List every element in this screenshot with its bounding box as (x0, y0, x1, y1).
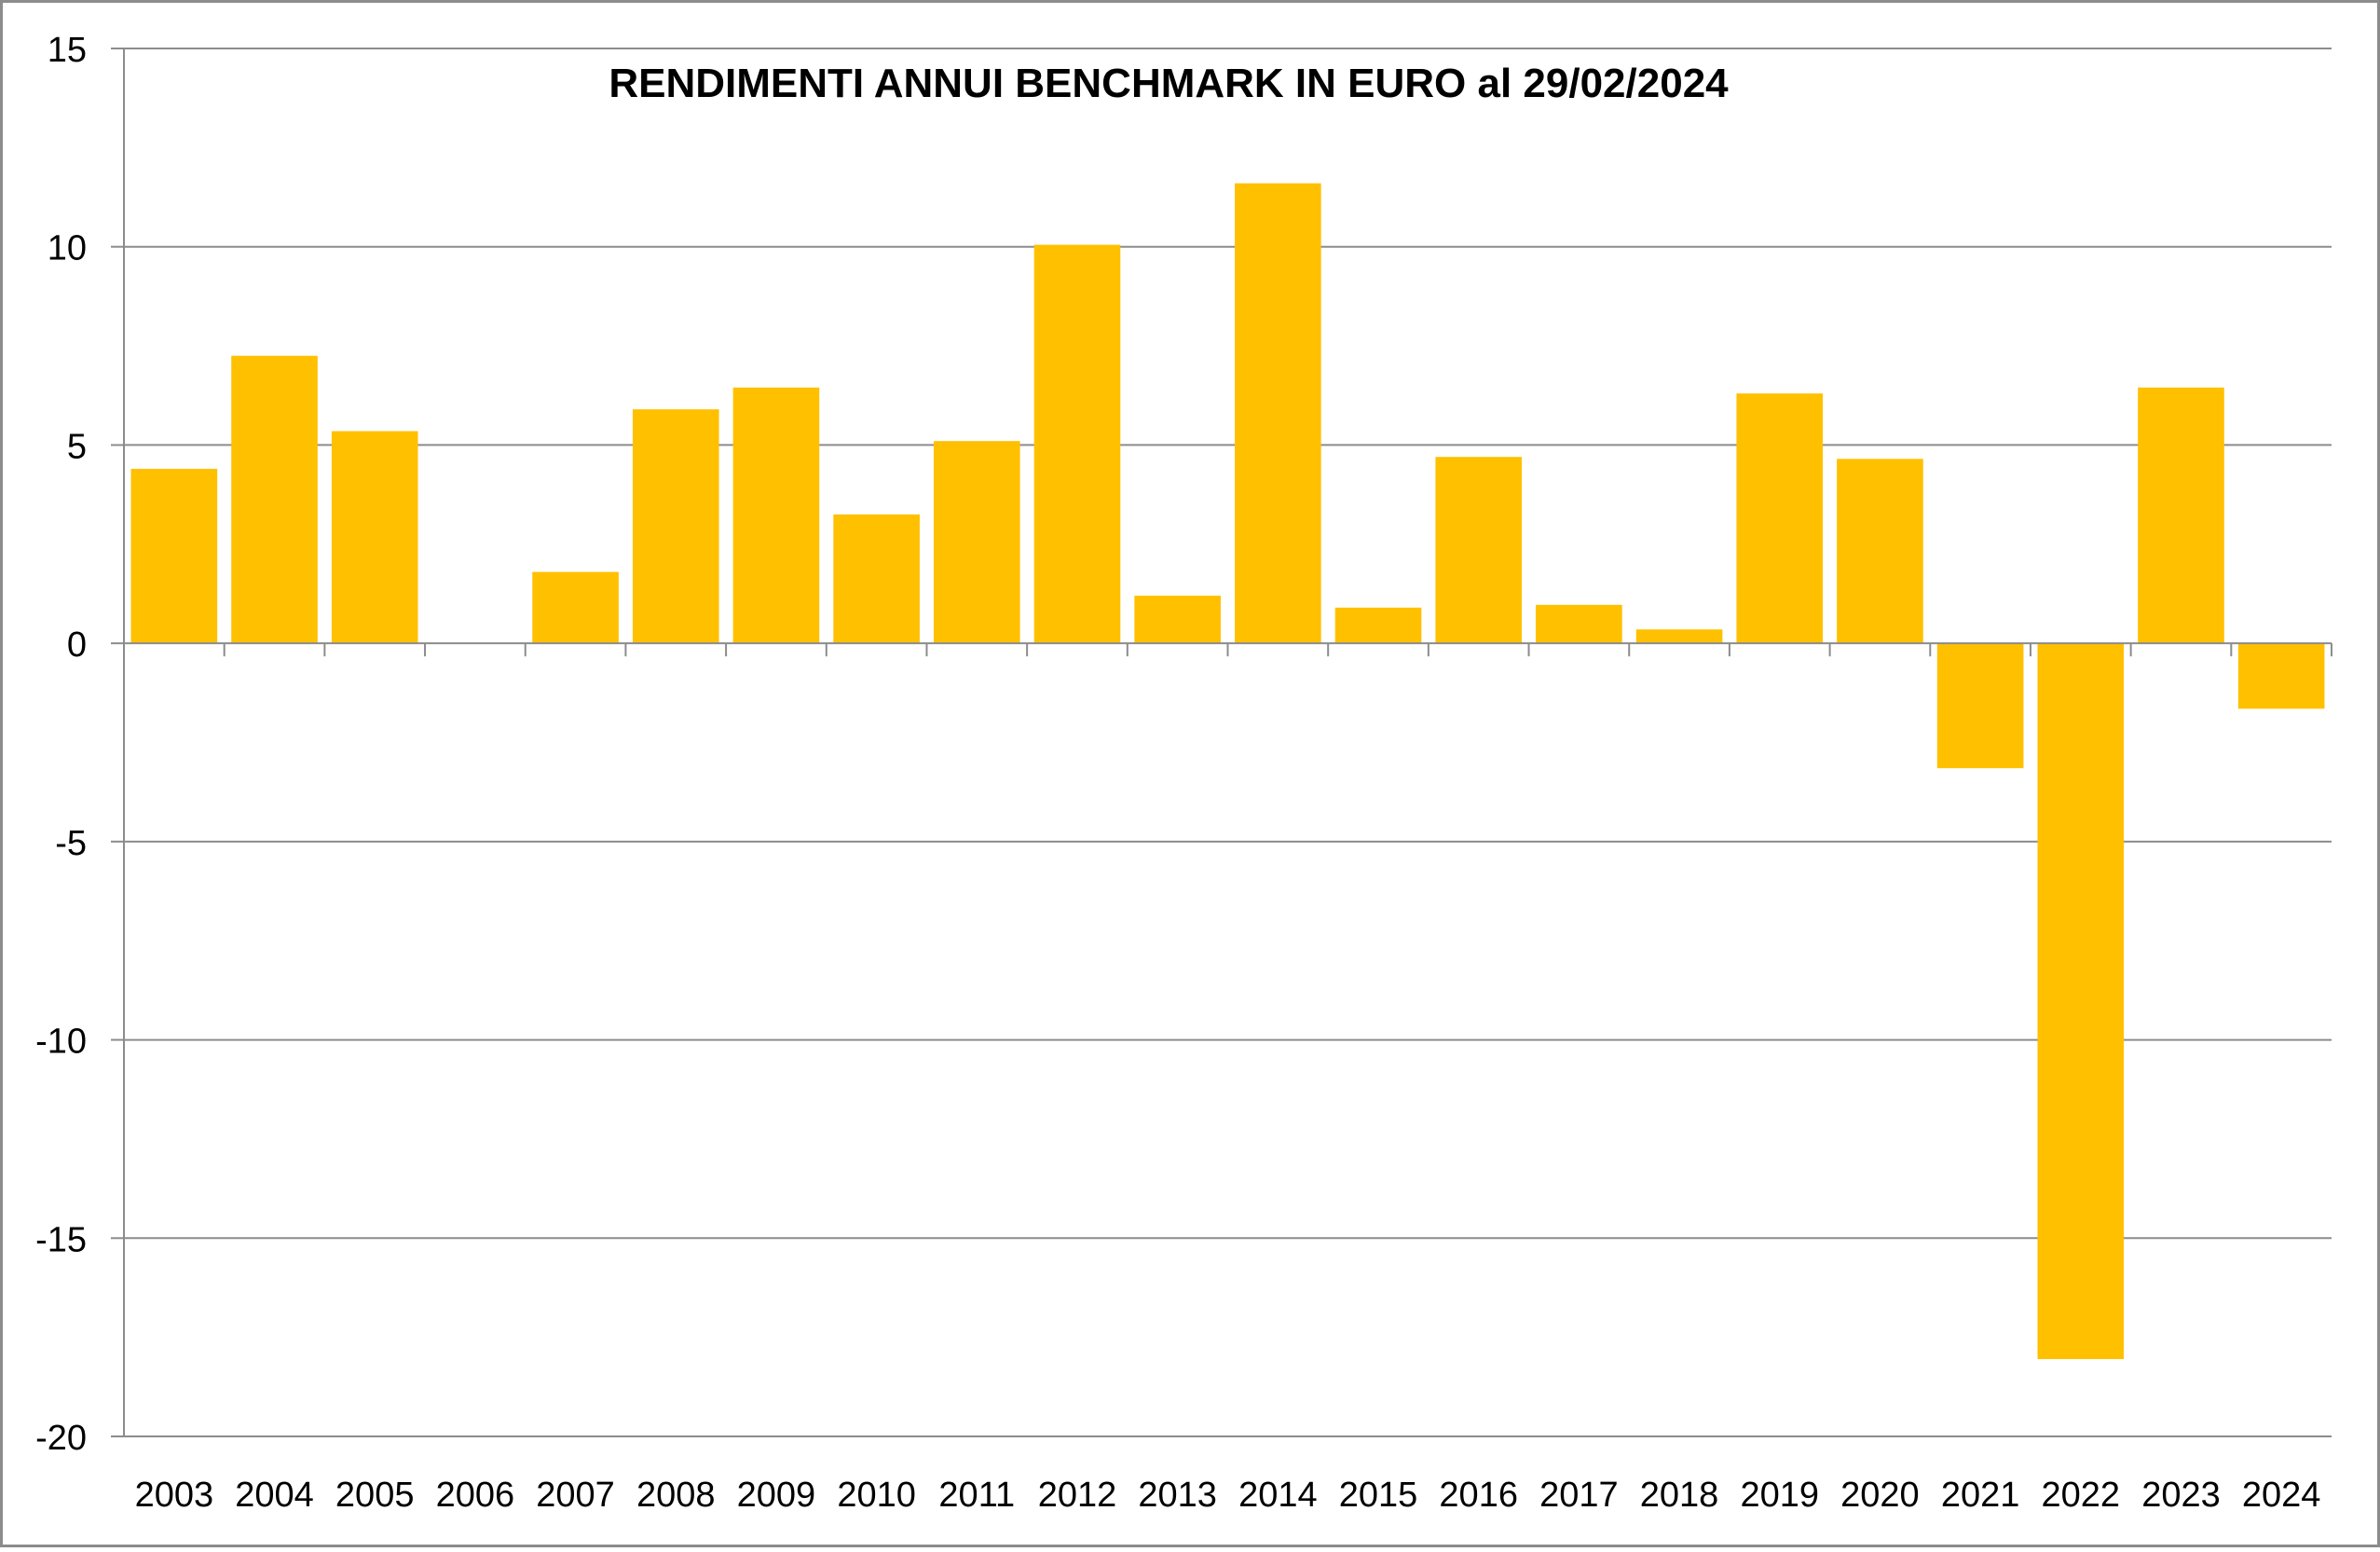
bar-2018 (1635, 629, 1723, 644)
bar-2020 (1837, 459, 1923, 644)
bar-2012 (1033, 244, 1121, 644)
axes (111, 48, 2332, 1437)
bar-2011 (933, 441, 1020, 644)
bar-2004 (231, 355, 318, 644)
x-tick-label: 2024 (2242, 1476, 2321, 1515)
y-tick-label: -15 (35, 1220, 87, 1259)
gridlines (124, 48, 2332, 1437)
bar-2022 (2037, 643, 2125, 1360)
x-tick-label: 2014 (1238, 1476, 1318, 1515)
bars (130, 183, 2325, 1360)
x-tick-label: 2009 (737, 1476, 816, 1515)
chart-title: RENDIMENTI ANNUI BENCHMARK IN EURO al 29… (609, 61, 1729, 106)
x-tick-label: 2012 (1038, 1476, 1117, 1515)
x-tick-label: 2022 (2042, 1476, 2121, 1515)
bar-2017 (1536, 604, 1622, 644)
x-tick-label: 2021 (1941, 1476, 2020, 1515)
x-tick-label: 2017 (1539, 1476, 1619, 1515)
bar-2024 (2237, 643, 2325, 709)
bar-2023 (2138, 387, 2224, 644)
y-tick-label: -20 (35, 1419, 87, 1458)
tick-labels: 15 10 5 0 -5 -10 -15 -20 2003 2004 2005 2006 2007 200… (35, 31, 2320, 1515)
x-tick-label: 2005 (335, 1476, 415, 1515)
bar-2005 (331, 431, 418, 644)
x-tick-label: 2018 (1640, 1476, 1719, 1515)
x-tick-label: 2016 (1439, 1476, 1518, 1515)
x-tick-label: 2006 (436, 1476, 515, 1515)
bar-2009 (732, 387, 820, 644)
x-tick-label: 2004 (235, 1476, 314, 1515)
bar-2019 (1736, 393, 1824, 644)
y-tick-label: -10 (35, 1023, 87, 1062)
bar-2007 (532, 571, 619, 644)
x-tick-label: 2011 (938, 1476, 1015, 1515)
bar-2003 (130, 468, 218, 644)
x-tick-label: 2008 (636, 1476, 716, 1515)
x-tick-label: 2015 (1339, 1476, 1418, 1515)
y-tick-label: 0 (67, 625, 87, 665)
bar-2015 (1334, 607, 1422, 644)
bar-2016 (1435, 457, 1523, 644)
x-tick-label: 2003 (135, 1476, 214, 1515)
bar-2013 (1134, 596, 1221, 644)
x-tick-label: 2023 (2141, 1476, 2221, 1515)
bar-2021 (1936, 643, 2024, 769)
x-tick-label: 2019 (1740, 1476, 1819, 1515)
y-tick-label: 15 (48, 31, 87, 70)
x-tick-label: 2007 (536, 1476, 615, 1515)
x-tick-label: 2013 (1138, 1476, 1217, 1515)
x-tick-label: 2020 (1840, 1476, 1920, 1515)
bar-2008 (632, 409, 719, 644)
y-tick-label: 5 (67, 427, 87, 466)
y-tick-label: -5 (55, 824, 87, 863)
y-tick-label: 10 (48, 229, 87, 268)
bar-2014 (1235, 183, 1321, 644)
x-tick-label: 2010 (837, 1476, 916, 1515)
bar-2010 (833, 514, 920, 644)
